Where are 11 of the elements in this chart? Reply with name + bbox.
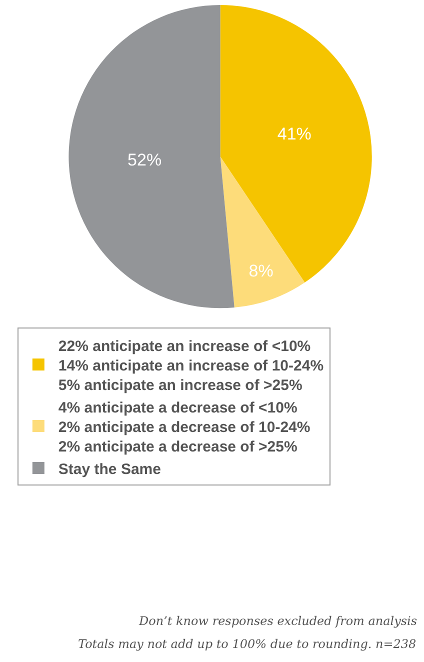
text: Totals may not add up to 100% due to rounding. n=238 [78, 637, 417, 651]
legend-label: Stay the Same [58, 460, 161, 478]
pie-slice [68, 5, 234, 308]
text: Don’t know responses excluded from analysis [138, 614, 418, 628]
pie-slice [220, 5, 372, 282]
data-label: 8% [248, 262, 274, 281]
legend-label: 4% anticipate a decrease of <10% 2% anticipate a decrease of 10-24% 2% anticipate a decrease of >25% [58, 399, 310, 456]
data-label: 41% [277, 124, 312, 144]
pie-slice [220, 156, 305, 308]
data-label: 52% [128, 150, 162, 170]
legend-label: 22% anticipate an increase of <10% 14% anticipate an increase of 10-24% 5% anticipate an increase of >25% [58, 338, 324, 394]
